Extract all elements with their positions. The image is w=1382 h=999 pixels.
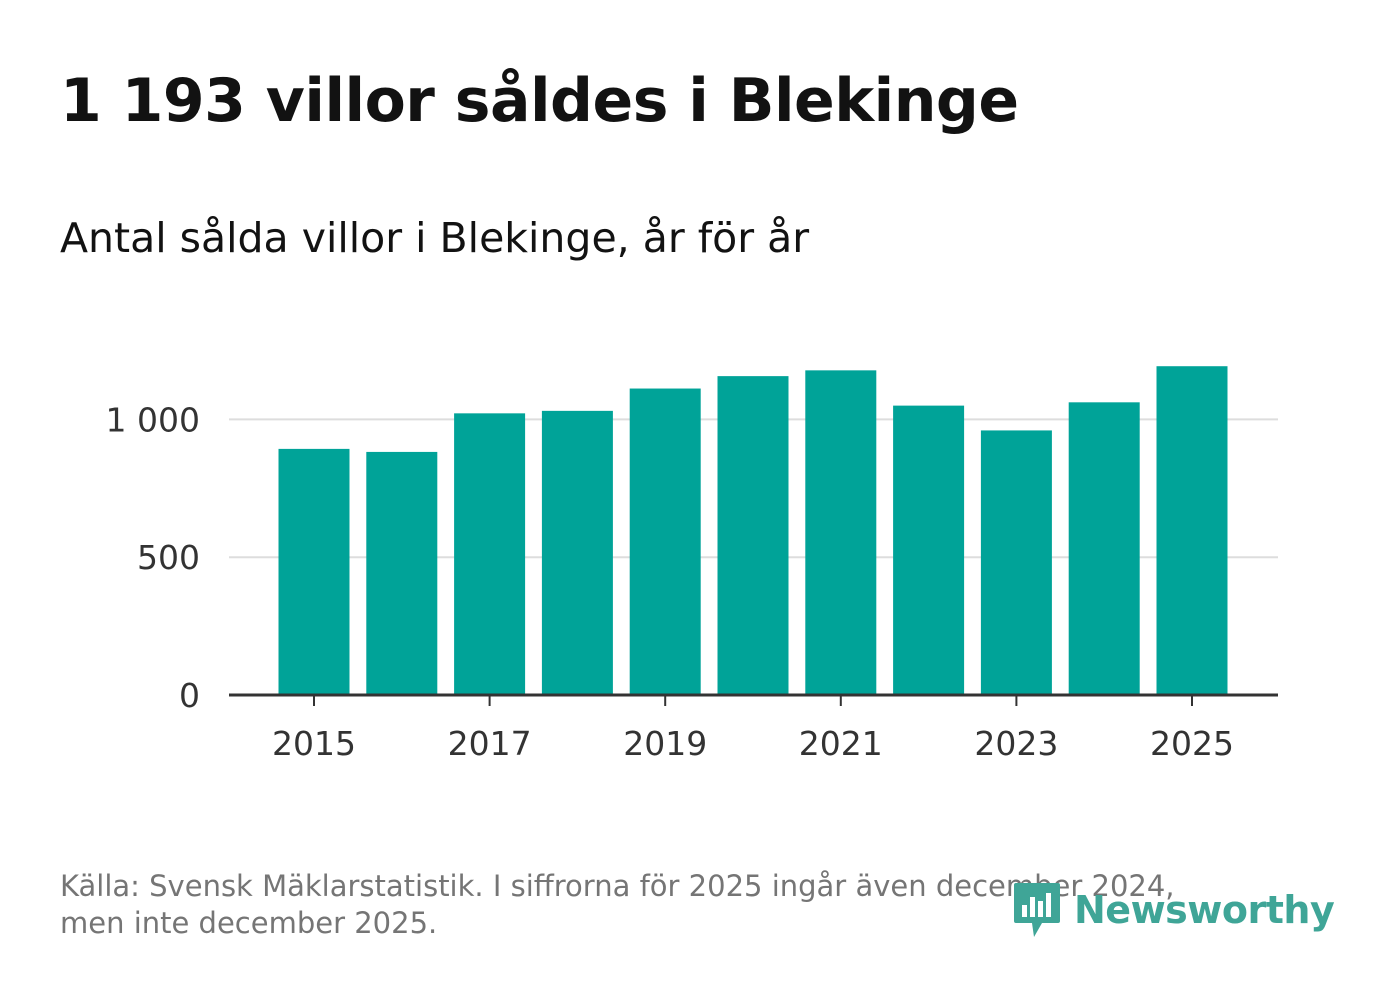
y-tick-label: 0 — [179, 676, 200, 715]
x-tick-label: 2017 — [448, 724, 532, 763]
source-note-line-1: Källa: Svensk Mäklarstatistik. I siffror… — [60, 869, 1175, 903]
bar-2023 — [980, 430, 1052, 695]
y-tick-label: 1 000 — [106, 400, 200, 439]
bar-2025 — [1156, 366, 1228, 695]
bar-2024 — [1068, 402, 1140, 695]
bar-2016 — [366, 451, 438, 695]
bar-2020 — [717, 376, 789, 695]
bar-2017 — [454, 413, 526, 695]
brand-name: Newsworthy — [1074, 888, 1335, 932]
x-tick-label: 2023 — [974, 724, 1058, 763]
y-tick-label: 500 — [137, 538, 200, 577]
x-tick-label: 2019 — [623, 724, 707, 763]
source-note: Källa: Svensk Mäklarstatistik. I siffror… — [60, 868, 1260, 942]
x-axis — [229, 693, 1278, 706]
bar-2022 — [893, 405, 965, 695]
bar-2015 — [278, 448, 350, 695]
bars — [278, 366, 1228, 695]
chart-title: 1 193 villor såldes i Blekinge — [60, 66, 1019, 136]
x-tick-label: 2021 — [799, 724, 883, 763]
x-tick-label: 2025 — [1150, 724, 1234, 763]
x-tick-label: 2015 — [272, 724, 356, 763]
x-axis-labels: 2015 2017 2019 2021 2023 2025 — [272, 724, 1234, 763]
chart-subtitle: Antal sålda villor i Blekinge, år för år — [60, 214, 810, 262]
bar-2019 — [629, 388, 701, 695]
brand-logo: Newsworthy — [1012, 880, 1335, 940]
bar-2021 — [805, 370, 877, 695]
y-axis-labels: 0 500 1 000 — [106, 400, 200, 715]
source-note-line-2: men inte december 2025. — [60, 906, 438, 940]
newsworthy-logo-icon — [1014, 883, 1060, 937]
bar-2018 — [541, 410, 613, 695]
